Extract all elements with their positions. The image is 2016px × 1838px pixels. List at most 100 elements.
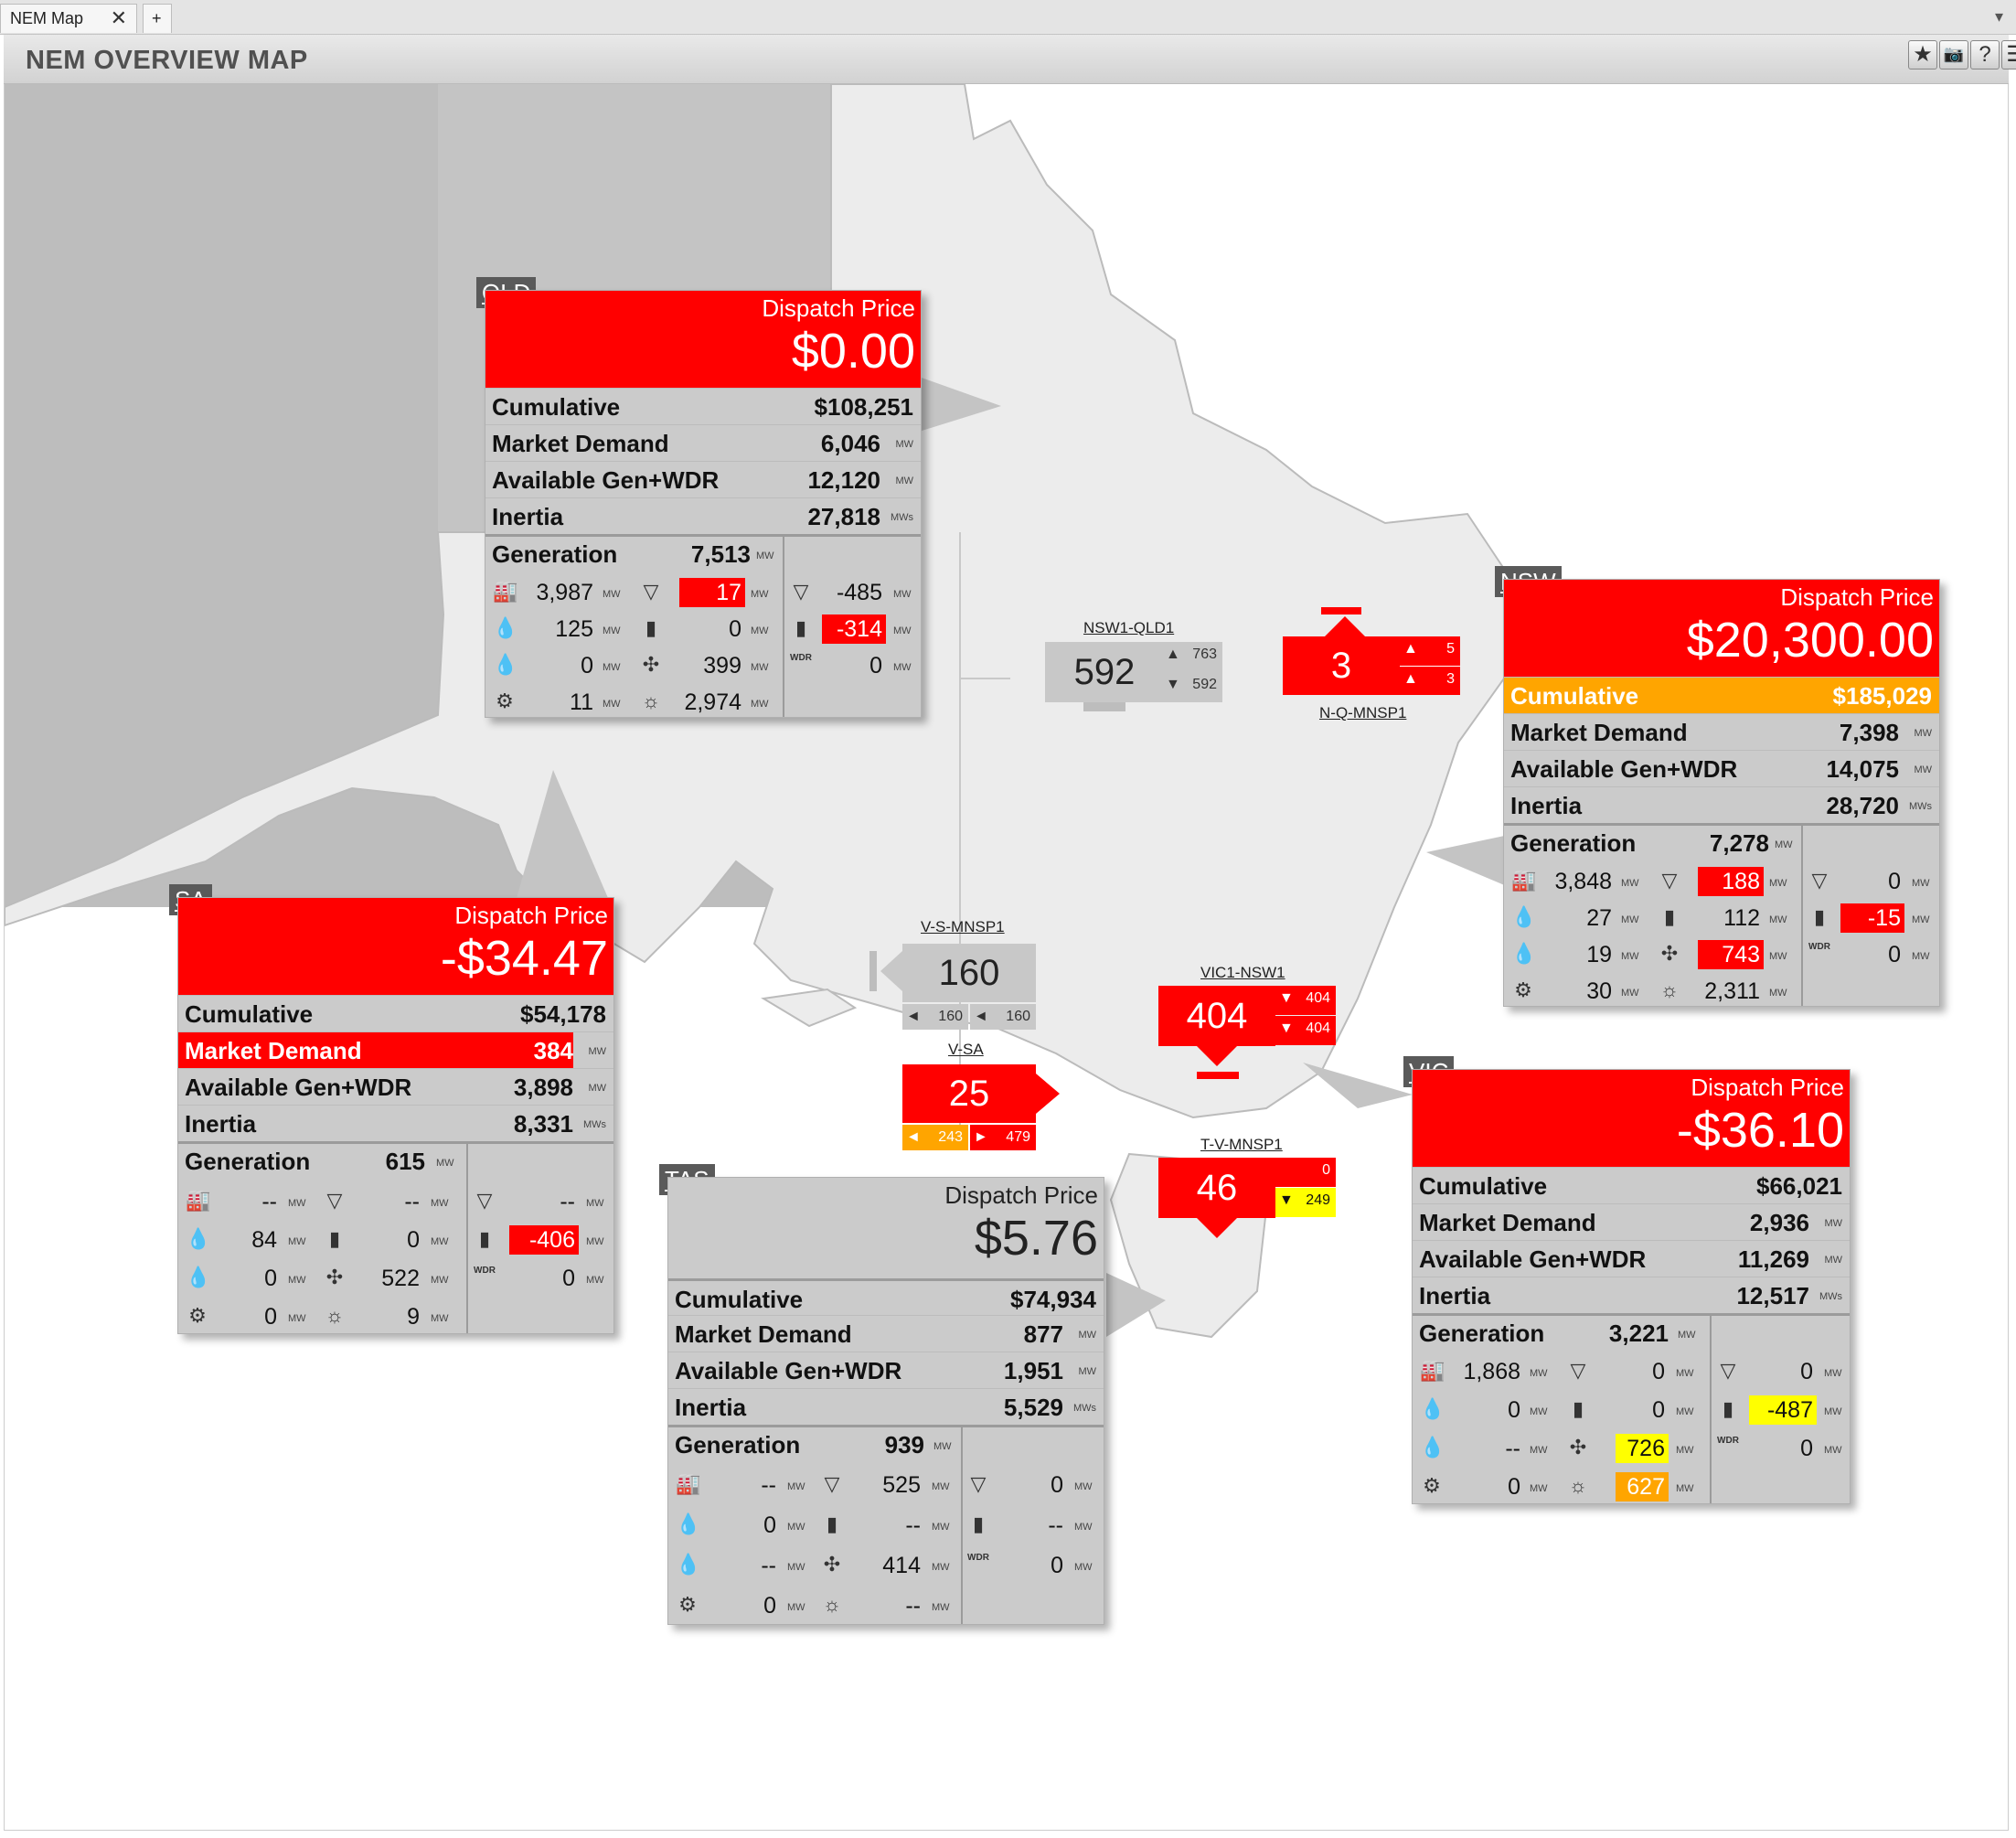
battery-net-value: 0 xyxy=(1051,1472,1063,1498)
generation-value: 3,221 xyxy=(1608,1320,1669,1347)
unit-label: MW xyxy=(1078,1366,1096,1377)
unit-label: MW xyxy=(1078,1330,1096,1341)
wind-icon: ✣ xyxy=(823,1553,841,1576)
camera-icon[interactable]: 📷 xyxy=(1939,40,1968,69)
battery-value: 0 xyxy=(407,1227,420,1253)
unit-label: MW xyxy=(756,550,774,561)
generation-mix: Generation 615 MW 🏭 -- MW ▽ -- MW ▽ -- MW 💧 84 M… xyxy=(178,1141,613,1333)
available-gen-label: Available Gen+WDR xyxy=(185,1074,412,1101)
flow-limit-left: ◄ 243 xyxy=(902,1125,968,1150)
arrow-down-icon: ▼ xyxy=(1279,990,1294,1006)
region-panel-qld: Dispatch Price $0.00 Cumulative $108,251 … xyxy=(485,290,922,718)
interconnector-label-nsw1-qld1[interactable]: NSW1-QLD1 xyxy=(1083,619,1175,636)
unit-label: MW xyxy=(751,662,769,673)
unit-label: MW xyxy=(1775,839,1793,850)
battery-load-icon: ▮ xyxy=(1722,1397,1734,1420)
wind-cell: ✣ 522 MW xyxy=(323,1261,460,1296)
inertia-row: Inertia 27,818 MWs xyxy=(485,497,921,534)
battery-value: 0 xyxy=(1652,1397,1665,1423)
interconnector-label-v-sa[interactable]: V-SA xyxy=(948,1041,984,1058)
close-icon[interactable]: ✕ xyxy=(110,6,127,29)
liquid-fuel-icon: 💧 xyxy=(1511,942,1537,965)
unit-label: MW xyxy=(586,1198,604,1209)
market-demand-label: Market Demand xyxy=(1510,719,1688,746)
flow-value: 46 xyxy=(1196,1168,1238,1208)
dispatch-price-value: -$34.47 xyxy=(440,931,608,986)
inertia-value: 5,529 xyxy=(1003,1394,1063,1421)
gas-cell: ▽ -- MW xyxy=(323,1184,460,1219)
interconnector-label-v-s-mnsp1[interactable]: V-S-MNSP1 xyxy=(921,918,1005,935)
unit-label: MW xyxy=(288,1236,306,1247)
available-gen-value: 14,075 xyxy=(1826,755,1899,783)
unit-label: MW xyxy=(1621,988,1639,999)
map-canvas[interactable]: QLD Dispatch Price $0.00 Cumulative$108,… xyxy=(4,84,2009,1831)
dispatch-price-value: $20,300.00 xyxy=(1686,613,1934,668)
other-cell: ⚙ 0 MW xyxy=(1420,1469,1557,1504)
generation-label: Generation xyxy=(492,540,618,568)
wdr-icon: WDR xyxy=(967,1553,989,1563)
wdr-value: 0 xyxy=(869,653,882,679)
battery-net-cell: ▽ 0 MW xyxy=(1716,1354,1849,1389)
coal-value: -- xyxy=(261,1189,277,1214)
interconnector-v-s-mnsp1[interactable]: 160 xyxy=(902,944,1036,1002)
coal-cell: 🏭 1,868 MW xyxy=(1420,1354,1557,1389)
unit-label: MW xyxy=(1621,878,1639,889)
gas-cell: ▽ 188 MW xyxy=(1658,864,1795,899)
market-demand-value: 384 xyxy=(533,1037,573,1064)
chat-icon[interactable]: ☰ xyxy=(2001,40,2016,69)
interconnector-label-t-v-mnsp1[interactable]: T-V-MNSP1 xyxy=(1200,1136,1283,1153)
unit-label: MW xyxy=(1914,764,1932,775)
battery-icon: ▮ xyxy=(645,616,657,639)
unit-label: MWs xyxy=(1908,801,1932,812)
available-gen-row: Available Gen+WDR 12,120 MW xyxy=(485,461,921,497)
unit-label: MW xyxy=(1676,1445,1694,1456)
gas-cell: ▽ 525 MW xyxy=(820,1468,957,1502)
unit-label: MW xyxy=(588,1083,606,1094)
interconnector-vic1-nsw1[interactable]: 404 xyxy=(1158,986,1275,1046)
dispatch-price-value: $5.76 xyxy=(974,1211,1098,1266)
arrow-up-icon: ▲ xyxy=(1403,671,1418,687)
tab-nem-map[interactable]: NEM Map ✕ xyxy=(0,4,137,33)
available-gen-value: 1,951 xyxy=(1003,1357,1063,1384)
limit-value: 479 xyxy=(1006,1129,1030,1145)
battery-icon: ▮ xyxy=(328,1227,341,1250)
hydro-cell: 💧 84 MW xyxy=(186,1223,314,1257)
unit-label: MW xyxy=(603,662,621,673)
flow-value: 404 xyxy=(1186,996,1248,1036)
inertia-label: Inertia xyxy=(1510,792,1583,819)
available-gen-value: 12,120 xyxy=(807,466,880,494)
flow-limit-down: ▼ 592 xyxy=(1162,672,1222,702)
star-icon[interactable]: ★ xyxy=(1908,40,1937,69)
interconnector-v-sa[interactable]: 25 xyxy=(902,1064,1036,1123)
flow-limit-up: ▲ 5 xyxy=(1400,636,1460,666)
new-tab-button[interactable]: + xyxy=(143,4,172,33)
battery-value: -- xyxy=(905,1512,921,1538)
chevron-down-icon[interactable]: ▾ xyxy=(1994,7,2003,26)
interconnector-n-q-mnsp1[interactable]: 3 xyxy=(1283,636,1400,695)
coal-cell: 🏭 3,987 MW xyxy=(493,575,630,610)
gears-icon: ⚙ xyxy=(1423,1474,1441,1497)
unit-label: MW xyxy=(1676,1406,1694,1417)
unit-label: MW xyxy=(1912,878,1930,889)
available-gen-value: 11,269 xyxy=(1737,1245,1809,1273)
wind-icon: ✣ xyxy=(325,1266,344,1288)
interconnector-t-v-mnsp1[interactable]: 46 xyxy=(1158,1158,1275,1218)
wind-cell: ✣ 743 MW xyxy=(1658,937,1795,972)
coal-value: 3,987 xyxy=(536,580,593,605)
unit-label: MW xyxy=(1676,1368,1694,1379)
dispatch-price-value: -$36.10 xyxy=(1676,1103,1844,1158)
interconnector-label-n-q-mnsp1[interactable]: N-Q-MNSP1 xyxy=(1319,704,1407,721)
unit-label: MW xyxy=(787,1562,805,1573)
interconnector-label-vic1-nsw1[interactable]: VIC1-NSW1 xyxy=(1200,964,1285,981)
battery-icon: ▮ xyxy=(1572,1397,1584,1420)
coal-cell: 🏭 -- MW xyxy=(186,1184,314,1219)
generation-label: Generation xyxy=(1510,829,1637,857)
coal-icon: 🏭 xyxy=(1511,869,1537,892)
interconnector-nsw1-qld1[interactable]: 592 xyxy=(1045,642,1164,702)
hydro-value: 0 xyxy=(763,1512,776,1538)
unit-label: MW xyxy=(431,1198,449,1209)
help-icon[interactable]: ? xyxy=(1970,40,2000,69)
flow-value: 160 xyxy=(938,953,1000,993)
direction-arrow xyxy=(1197,1218,1237,1238)
market-demand-label: Market Demand xyxy=(675,1320,852,1348)
